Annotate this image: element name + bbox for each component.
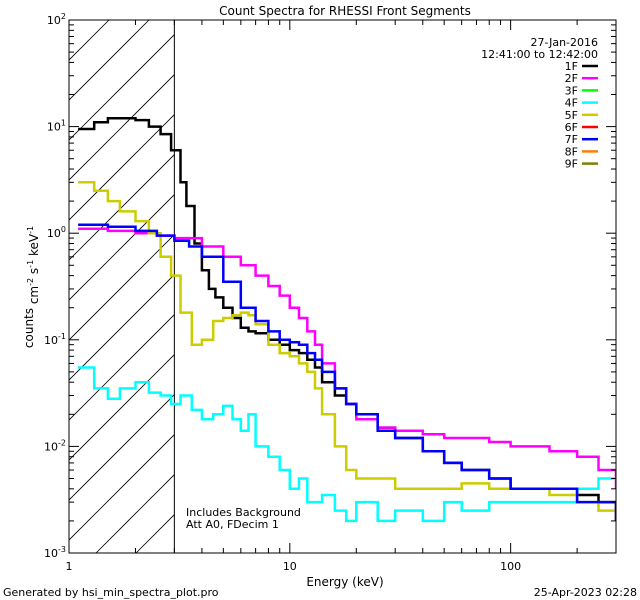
y-tick-label: 101 (47, 119, 66, 134)
axis-ticks (68, 20, 617, 554)
generated-by-footer: Generated by hsi_min_spectra_plot.pro (3, 586, 219, 599)
y-tick-label: 100 (47, 225, 66, 240)
hatch-line (0, 20, 229, 553)
series-line-5F (78, 181, 616, 521)
hatch-line (0, 20, 109, 553)
hatch-line (0, 20, 509, 553)
hatch-line (0, 20, 469, 553)
hatch-line (0, 20, 429, 553)
annotation-attenuator: Att A0, FDecim 1 (186, 518, 279, 531)
series-lines (78, 116, 616, 523)
x-axis-label: Energy (keV) (306, 575, 383, 589)
hatch-line (56, 20, 589, 553)
legend-label-5F: 5F (565, 109, 578, 122)
legend-label-4F: 4F (565, 97, 578, 110)
time-range-label: 12:41:00 to 12:42:00 (481, 48, 598, 61)
y-tick-label: 102 (47, 12, 66, 27)
legend-label-2F: 2F (565, 72, 578, 85)
legend-label-1F: 1F (565, 60, 578, 73)
series-line-2F (78, 227, 616, 489)
timestamp-footer: 25-Apr-2023 02:28 (534, 586, 637, 599)
y-tick-label: 10-2 (44, 438, 66, 453)
hatch-line (0, 20, 149, 553)
legend-label-9F: 9F (565, 158, 578, 171)
hatch-line (96, 20, 629, 553)
y-tick-labels: 10-3 10-2 10-1 100 101 102 (44, 12, 66, 560)
y-tick-label: 10-1 (44, 332, 66, 347)
plot-frame (68, 19, 617, 554)
chart-title: Count Spectra for RHESSI Front Segments (219, 4, 471, 18)
legend-label-8F: 8F (565, 145, 578, 158)
series-line-4F (78, 366, 616, 523)
y-tick-label: 10-3 (44, 545, 66, 560)
hatch-line (0, 20, 189, 553)
y-axis-label: counts cm-2 s-1 keV-1 (22, 226, 41, 348)
series-line-7F (78, 223, 616, 521)
annotation-background: Includes Background (186, 506, 301, 519)
hatched-region (0, 20, 640, 553)
legend-label-7F: 7F (565, 133, 578, 146)
hatch-line (0, 20, 309, 553)
hatch-line (16, 20, 549, 553)
hatch-line (0, 20, 349, 553)
legend-label-3F: 3F (565, 84, 578, 97)
x-tick-labels: 1 10 100 (66, 560, 522, 573)
legend-label-6F: 6F (565, 121, 578, 134)
x-tick-label: 1 (66, 560, 73, 573)
x-tick-label: 10 (283, 560, 297, 573)
hatch-line (0, 20, 389, 553)
x-tick-label: 100 (500, 560, 521, 573)
date-label: 27-Jan-2016 (531, 36, 599, 49)
